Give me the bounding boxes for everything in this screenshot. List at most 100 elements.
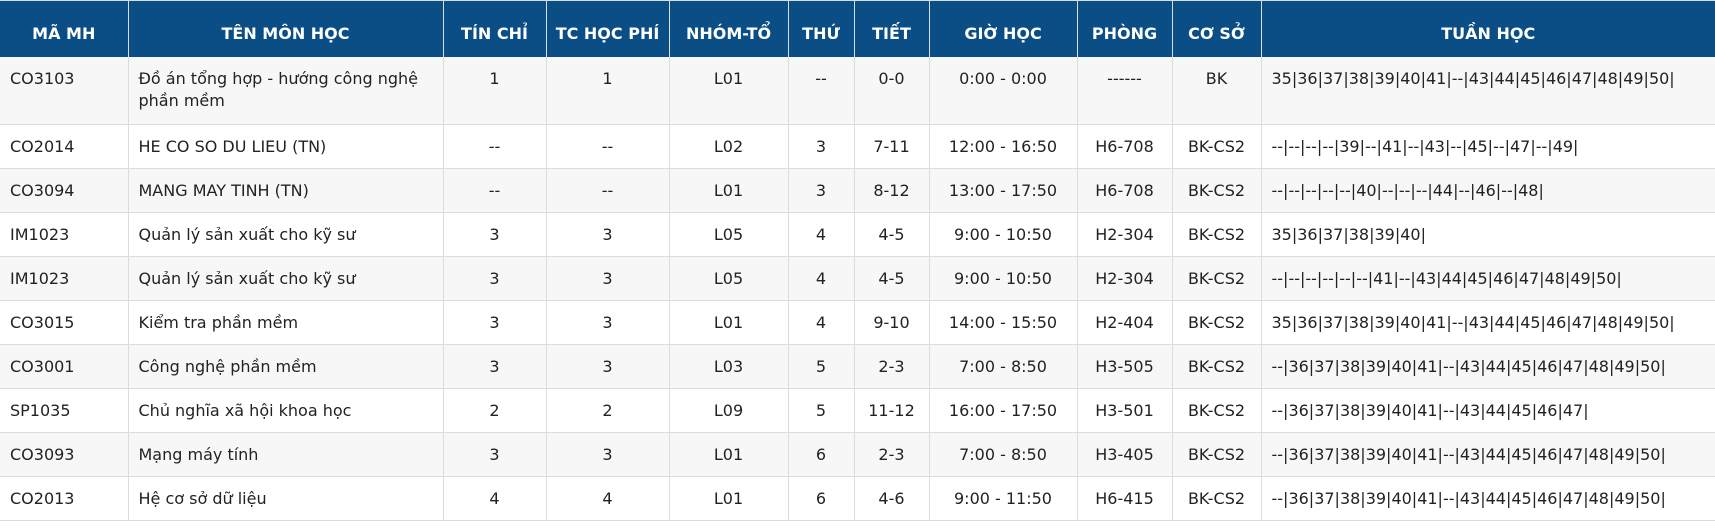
header-phong: PHÒNG (1077, 0, 1173, 57)
cell-nhom-to: L01 (669, 432, 789, 477)
cell-tuan-hoc: --|36|37|38|39|40|41|--|43|44|45|46|47|4… (1261, 344, 1715, 389)
cell-nhom-to: L09 (669, 388, 789, 433)
cell-phong: H2-404 (1077, 300, 1173, 345)
cell-tiet: 7-11 (854, 124, 930, 169)
cell-co-so: BK-CS2 (1172, 476, 1262, 521)
table-row: IM1023 Quản lý sản xuất cho kỹ sư 3 3 L05 4 4-… (0, 256, 1715, 301)
header-tuan-hoc: TUẦN HỌC (1261, 0, 1715, 57)
cell-gio-hoc: 13:00 - 17:50 (929, 168, 1078, 213)
cell-thu: 3 (788, 124, 855, 169)
cell-tuan-hoc: --|--|--|--|--|40|--|--|--|44|--|46|--|4… (1261, 168, 1715, 213)
cell-thu: 5 (788, 344, 855, 389)
cell-tin-chi: 1 (443, 56, 547, 125)
header-tc-hoc-phi: TC HỌC PHÍ (546, 0, 670, 57)
cell-thu: 4 (788, 256, 855, 301)
cell-co-so: BK-CS2 (1172, 212, 1262, 257)
cell-ten-mon-hoc: Chủ nghĩa xã hội khoa học (128, 388, 444, 433)
cell-tiet: 4-5 (854, 256, 930, 301)
header-ma-mh: MÃ MH (0, 0, 129, 57)
cell-nhom-to: L05 (669, 212, 789, 257)
cell-tin-chi: -- (443, 124, 547, 169)
cell-ten-mon-hoc: Hệ cơ sở dữ liệu (128, 476, 444, 521)
cell-tiet: 4-6 (854, 476, 930, 521)
cell-gio-hoc: 9:00 - 10:50 (929, 256, 1078, 301)
cell-tuan-hoc: --|--|--|--|--|--|41|--|43|44|45|46|47|4… (1261, 256, 1715, 301)
cell-gio-hoc: 0:00 - 0:00 (929, 56, 1078, 125)
header-thu: THỨ (788, 0, 855, 57)
cell-tin-chi: 2 (443, 388, 547, 433)
cell-gio-hoc: 16:00 - 17:50 (929, 388, 1078, 433)
cell-tc-hoc-phi: 3 (546, 256, 670, 301)
cell-co-so: BK-CS2 (1172, 124, 1262, 169)
cell-gio-hoc: 7:00 - 8:50 (929, 432, 1078, 477)
cell-ten-mon-hoc: Mạng máy tính (128, 432, 444, 477)
cell-tin-chi: -- (443, 168, 547, 213)
cell-phong: H6-415 (1077, 476, 1173, 521)
cell-tc-hoc-phi: -- (546, 124, 670, 169)
cell-co-so: BK-CS2 (1172, 388, 1262, 433)
cell-thu: 3 (788, 168, 855, 213)
cell-tiet: 8-12 (854, 168, 930, 213)
cell-tin-chi: 3 (443, 256, 547, 301)
header-ten-mon-hoc: TÊN MÔN HỌC (128, 0, 444, 57)
table-row: CO3103 Đồ án tổng hợp - hướng công nghệ p… (0, 56, 1715, 125)
header-tin-chi: TÍN CHỈ (443, 0, 547, 57)
cell-ma-mh: IM1023 (0, 212, 129, 257)
cell-phong: H3-501 (1077, 388, 1173, 433)
cell-thu: 5 (788, 388, 855, 433)
cell-tuan-hoc: 35|36|37|38|39|40|41|--|43|44|45|46|47|4… (1261, 300, 1715, 345)
cell-co-so: BK (1172, 56, 1262, 125)
cell-thu: 6 (788, 432, 855, 477)
cell-ma-mh: IM1023 (0, 256, 129, 301)
cell-gio-hoc: 7:00 - 8:50 (929, 344, 1078, 389)
cell-tc-hoc-phi: 2 (546, 388, 670, 433)
cell-nhom-to: L01 (669, 300, 789, 345)
cell-tiet: 2-3 (854, 344, 930, 389)
cell-tin-chi: 3 (443, 300, 547, 345)
cell-ten-mon-hoc: Đồ án tổng hợp - hướng công nghệ phần mề… (128, 56, 444, 125)
header-row: MÃ MH TÊN MÔN HỌC TÍN CHỈ TC HỌC PHÍ NHÓ… (0, 0, 1715, 57)
cell-co-so: BK-CS2 (1172, 168, 1262, 213)
cell-phong: ------ (1077, 56, 1173, 125)
cell-ma-mh: CO3001 (0, 344, 129, 389)
cell-gio-hoc: 9:00 - 10:50 (929, 212, 1078, 257)
cell-co-so: BK-CS2 (1172, 256, 1262, 301)
header-gio-hoc: GIỜ HỌC (929, 0, 1078, 57)
cell-ma-mh: CO3015 (0, 300, 129, 345)
cell-phong: H3-405 (1077, 432, 1173, 477)
cell-co-so: BK-CS2 (1172, 344, 1262, 389)
schedule-body: CO3103 Đồ án tổng hợp - hướng công nghệ p… (0, 56, 1715, 521)
cell-tuan-hoc: --|--|--|--|39|--|41|--|43|--|45|--|47|-… (1261, 124, 1715, 169)
cell-nhom-to: L05 (669, 256, 789, 301)
cell-co-so: BK-CS2 (1172, 432, 1262, 477)
cell-phong: H2-304 (1077, 256, 1173, 301)
cell-ma-mh: CO3094 (0, 168, 129, 213)
cell-tc-hoc-phi: 3 (546, 300, 670, 345)
cell-ma-mh: CO2013 (0, 476, 129, 521)
cell-tin-chi: 4 (443, 476, 547, 521)
cell-phong: H6-708 (1077, 168, 1173, 213)
cell-thu: 4 (788, 300, 855, 345)
cell-phong: H3-505 (1077, 344, 1173, 389)
cell-tc-hoc-phi: 3 (546, 432, 670, 477)
cell-tin-chi: 3 (443, 344, 547, 389)
header-tiet: TIẾT (854, 0, 930, 57)
cell-thu: 4 (788, 212, 855, 257)
table-row: CO3094 MANG MAY TINH (TN) -- -- L01 3 8-12 13:0… (0, 168, 1715, 213)
cell-ma-mh: SP1035 (0, 388, 129, 433)
table-row: CO3093 Mạng máy tính 3 3 L01 6 2-3 7:00 - 8:50 H… (0, 432, 1715, 477)
cell-tc-hoc-phi: 3 (546, 344, 670, 389)
cell-tuan-hoc: 35|36|37|38|39|40| (1261, 212, 1715, 257)
cell-tc-hoc-phi: 3 (546, 212, 670, 257)
table-row: CO2014 HE CO SO DU LIEU (TN) -- -- L02 3 7-11 1… (0, 124, 1715, 169)
cell-ma-mh: CO3093 (0, 432, 129, 477)
cell-ten-mon-hoc: Kiểm tra phần mềm (128, 300, 444, 345)
cell-ten-mon-hoc: Quản lý sản xuất cho kỹ sư (128, 212, 444, 257)
cell-gio-hoc: 9:00 - 11:50 (929, 476, 1078, 521)
cell-tiet: 11-12 (854, 388, 930, 433)
cell-tc-hoc-phi: -- (546, 168, 670, 213)
cell-gio-hoc: 12:00 - 16:50 (929, 124, 1078, 169)
cell-tuan-hoc: 35|36|37|38|39|40|41|--|43|44|45|46|47|4… (1261, 56, 1715, 125)
table-row: IM1023 Quản lý sản xuất cho kỹ sư 3 3 L05 4 4-… (0, 212, 1715, 257)
cell-tuan-hoc: --|36|37|38|39|40|41|--|43|44|45|46|47| (1261, 388, 1715, 433)
